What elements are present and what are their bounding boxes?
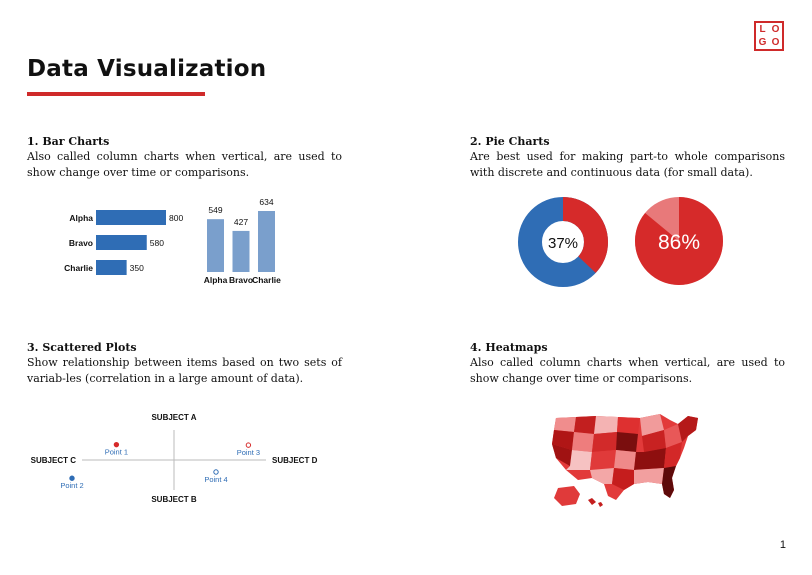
horizontal-bar-chart: Alpha 800 Bravo 580 Charlie 350 (64, 210, 183, 275)
vbar-value-label: 549 (208, 205, 222, 215)
scatter-plot: SUBJECT A SUBJECT B SUBJECT C SUBJECT D Poin… (31, 413, 318, 504)
scatter-point (213, 469, 219, 475)
vbar-bar (258, 211, 275, 272)
vbar-category-label: Alpha (204, 275, 228, 285)
hbar-category-label: Charlie (64, 263, 93, 273)
pie-slice-red (635, 197, 723, 285)
pie-section-title: 2. Pie Charts (470, 135, 550, 148)
title-underline (27, 92, 205, 96)
heatmap-section-title: 4. Heatmaps (470, 341, 548, 354)
scatter-point-label: Point 4 (204, 475, 227, 484)
hbar-category-label: Alpha (69, 213, 93, 223)
page-number: 1 (779, 539, 786, 551)
logo-letter: O (771, 23, 780, 35)
scatter-axis-label-left: SUBJECT C (31, 456, 77, 465)
vbar-value-label: 634 (259, 197, 273, 207)
vbar-category-label: Bravo (229, 275, 253, 285)
pie-section-desc: Are best used for making part-to whole c… (470, 150, 785, 179)
scatter-axis-label-bottom: SUBJECT B (151, 495, 197, 504)
pie-chart: 86% (635, 197, 723, 285)
hbar-bar (96, 235, 147, 250)
us-heatmap-image (552, 414, 698, 507)
bar-section-desc: Also called column charts when vertical,… (27, 150, 342, 179)
vertical-bar-chart: 549 Alpha 427 Bravo 634 Charlie (204, 197, 281, 285)
scatter-section-desc: Show relationship between items based on… (27, 356, 342, 385)
donut-slice-red (518, 197, 608, 287)
hbar-value-label: 800 (169, 213, 183, 223)
hbar-category-label: Bravo (69, 238, 93, 248)
logo-letter: L (759, 23, 766, 35)
logo-letter: G (758, 36, 767, 48)
scatter-point (113, 441, 120, 448)
scatter-section-title: 3. Scattered Plots (27, 341, 137, 354)
scatter-axis-label-right: SUBJECT D (272, 456, 318, 465)
scatter-axis-label-top: SUBJECT A (151, 413, 196, 422)
bar-section-title: 1. Bar Charts (27, 135, 110, 148)
vbar-category-label: Charlie (252, 275, 281, 285)
scatter-point-label: Point 1 (105, 448, 128, 457)
scatter-point (245, 442, 252, 448)
vbar-bar (232, 230, 250, 272)
vbar-bar (207, 219, 224, 272)
hbar-bar (96, 260, 127, 275)
donut-center-label: 37% (548, 235, 578, 252)
donut-chart: 37% (518, 197, 608, 287)
page-title: Data Visualization (27, 56, 267, 82)
scatter-point (69, 475, 75, 481)
hbar-value-label: 580 (150, 238, 164, 248)
hbar-bar (96, 210, 166, 225)
logo: L O G O (754, 21, 784, 51)
hbar-value-label: 350 (130, 263, 144, 273)
scatter-point-label: Point 2 (60, 481, 83, 490)
scatter-point-label: Point 3 (237, 448, 260, 457)
pie-center-label: 86% (658, 231, 700, 254)
heatmap-section-desc: Also called column charts when vertical,… (470, 356, 785, 385)
logo-letter: O (771, 36, 780, 48)
vbar-value-label: 427 (234, 217, 248, 227)
